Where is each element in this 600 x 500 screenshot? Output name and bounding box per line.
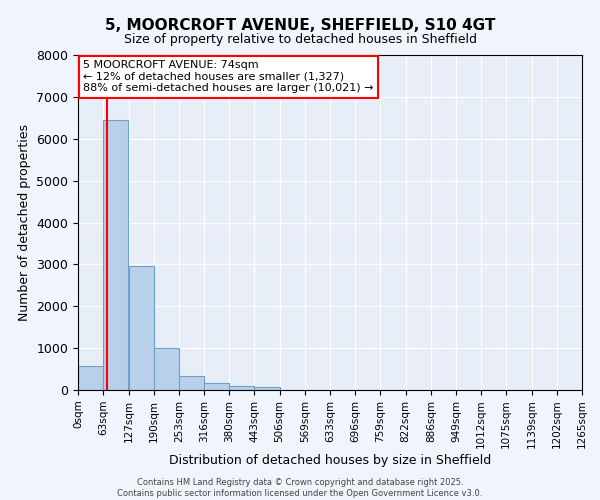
Bar bbox=[254, 387, 280, 390]
X-axis label: Distribution of detached houses by size in Sheffield: Distribution of detached houses by size … bbox=[169, 454, 491, 467]
Bar bbox=[204, 384, 229, 390]
Text: Size of property relative to detached houses in Sheffield: Size of property relative to detached ho… bbox=[124, 32, 476, 46]
Bar bbox=[154, 348, 179, 390]
Bar bbox=[78, 366, 103, 390]
Bar bbox=[179, 376, 204, 390]
Text: 5, MOORCROFT AVENUE, SHEFFIELD, S10 4GT: 5, MOORCROFT AVENUE, SHEFFIELD, S10 4GT bbox=[105, 18, 495, 32]
Bar bbox=[103, 120, 128, 390]
Text: 5 MOORCROFT AVENUE: 74sqm
← 12% of detached houses are smaller (1,327)
88% of se: 5 MOORCROFT AVENUE: 74sqm ← 12% of detac… bbox=[83, 60, 374, 93]
Bar bbox=[128, 266, 154, 390]
Y-axis label: Number of detached properties: Number of detached properties bbox=[18, 124, 31, 321]
Text: Contains HM Land Registry data © Crown copyright and database right 2025.
Contai: Contains HM Land Registry data © Crown c… bbox=[118, 478, 482, 498]
Bar bbox=[229, 386, 254, 390]
